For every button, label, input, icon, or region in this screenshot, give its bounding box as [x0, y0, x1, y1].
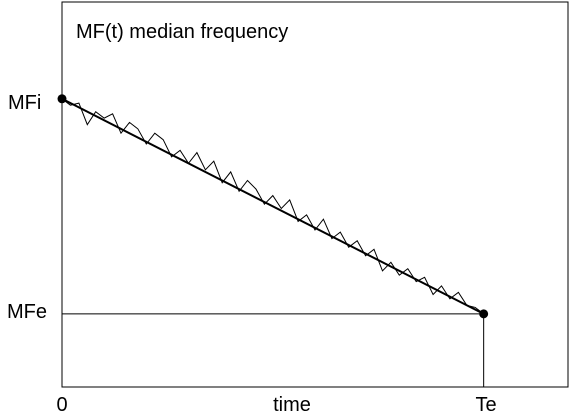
- plot-frame: [61, 1, 569, 388]
- y-tick-label-mfe: MFe: [7, 301, 47, 323]
- y-tick-label-mfi: MFi: [8, 92, 41, 114]
- end-point-marker: [479, 309, 489, 319]
- x-tick-label-zero: 0: [56, 394, 67, 416]
- linear-trend-series: [61, 97, 485, 315]
- x-axis-label: time: [273, 394, 311, 416]
- chart-title: MF(t) median frequency: [76, 21, 288, 43]
- x-tick-label-te: Te: [475, 394, 496, 416]
- start-point-marker: [57, 94, 67, 104]
